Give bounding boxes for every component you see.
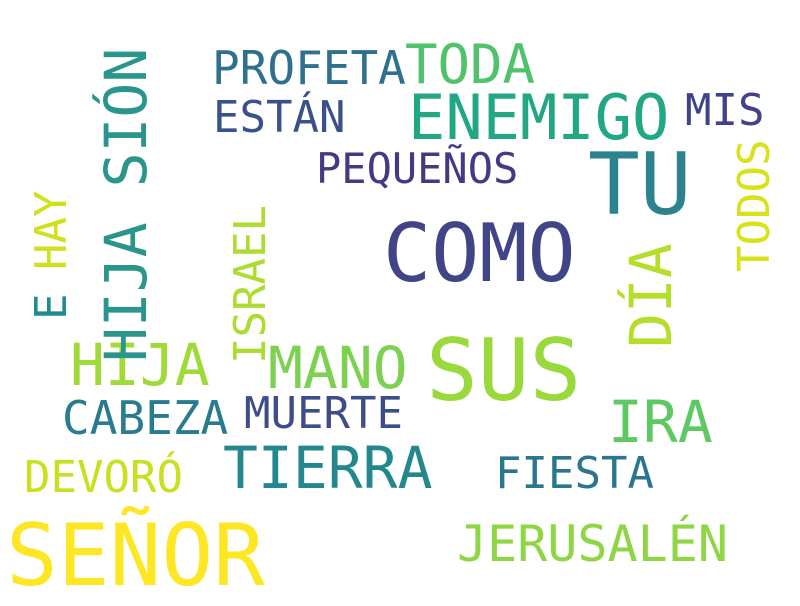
word-israel: ISRAEL (225, 205, 276, 364)
word-senor: SEÑOR (6, 506, 265, 606)
word-toda: TODA (405, 33, 536, 96)
word-profeta: PROFETA (212, 41, 406, 95)
word-hija: HIJA (70, 331, 210, 399)
word-devoro: DEVORÓ (24, 452, 183, 503)
word-pequenos: PEQUEÑOS (316, 144, 519, 193)
word-fiesta: FIESTA (495, 448, 654, 499)
word-mis: MIS (685, 85, 765, 136)
word-estan: ESTÁN (213, 92, 346, 143)
word-jerusalen: JERUSALÉN (457, 515, 728, 573)
word-ira: IRA (608, 388, 713, 456)
word-como: COMO (383, 207, 576, 300)
word-hija-sion: HIJA SIÓN (92, 47, 160, 362)
word-sus: SUS (426, 321, 582, 421)
word-tu: TU (588, 135, 692, 235)
word-tierra: TIERRA (223, 434, 433, 502)
word-todos: TODOS (729, 139, 780, 272)
word-enemigo: ENEMIGO (408, 81, 670, 154)
word-cabeza: CABEZA (62, 391, 229, 445)
word-mano: MANO (268, 334, 408, 402)
word-dia: DÍA (617, 243, 685, 348)
word-hay: HAY (26, 190, 77, 270)
word-muerte: MUERTE (244, 388, 403, 439)
word-e: E (26, 293, 77, 321)
